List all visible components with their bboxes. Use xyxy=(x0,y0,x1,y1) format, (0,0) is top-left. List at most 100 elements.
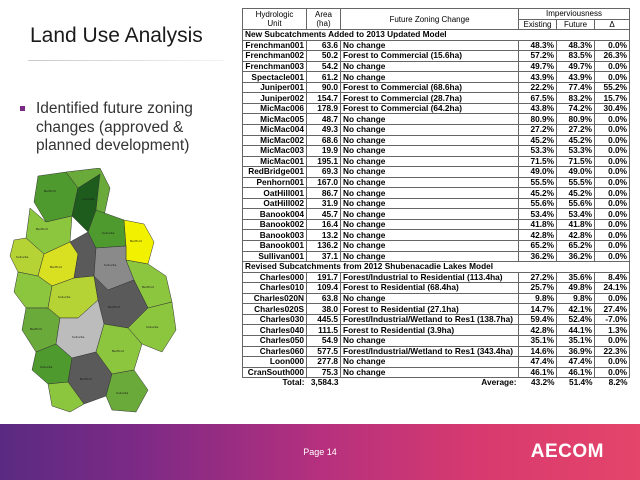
cell-unit: MicMac005 xyxy=(242,113,307,125)
average-label: Average: xyxy=(481,377,517,388)
cell-future: 65.2% xyxy=(556,240,595,252)
cell-delta: 22.3% xyxy=(594,345,630,358)
table-row: OatHill001 86.7 No change 45.2% 45.2% 0.0% xyxy=(242,187,630,199)
cell-delta: 0.0% xyxy=(594,187,630,199)
cell-area: 54.2 xyxy=(306,60,341,73)
cell-unit: Charles000 xyxy=(242,271,307,284)
table-header: Hydrologic Unit Area (ha) Future Zoning Ch… xyxy=(242,7,630,31)
svg-text:Bedford: Bedford xyxy=(130,239,142,243)
svg-text:Suburbs: Suburbs xyxy=(104,263,117,267)
cell-future: 45.2% xyxy=(556,187,595,199)
map-labels: Bedford Suburbs Bedford Suburbs Bedford … xyxy=(16,189,159,395)
cell-change: No change xyxy=(340,240,519,252)
svg-text:Bedford: Bedford xyxy=(50,265,62,269)
cell-unit: Charles020S xyxy=(242,303,307,315)
cell-existing: 42.8% xyxy=(518,229,557,242)
cell-delta: 0.0% xyxy=(594,176,630,189)
cell-delta: 0.0% xyxy=(594,145,630,157)
cell-delta: 8.4% xyxy=(594,271,630,284)
cell-delta: 55.2% xyxy=(594,81,630,94)
cell-area: 86.7 xyxy=(306,187,341,199)
cell-delta: 0.0% xyxy=(594,334,630,347)
cell-existing: 53.3% xyxy=(518,145,557,157)
cell-area: 63.8 xyxy=(306,292,341,305)
table-row: Penhorn001 167.0 No change 55.5% 55.5% 0.0% xyxy=(242,176,630,189)
cell-existing: 49.7% xyxy=(518,60,557,73)
cell-future: 49.7% xyxy=(556,60,595,73)
table-row: Juniper001 90.0 Forest to Commercial (68.6… xyxy=(242,81,630,94)
cell-area: 136.2 xyxy=(306,240,341,252)
cell-unit: Frenchman002 xyxy=(242,50,307,62)
svg-text:Bedford: Bedford xyxy=(112,349,124,353)
cell-future: 46.1% xyxy=(556,366,595,379)
cell-area: 154.7 xyxy=(306,92,341,104)
cell-area: 75.3 xyxy=(306,366,341,379)
cell-unit: Charles010 xyxy=(242,282,307,294)
cell-unit: MicMac003 xyxy=(242,145,307,157)
cell-unit: MicMac001 xyxy=(242,155,307,168)
cell-future: 27.2% xyxy=(556,124,595,136)
svg-text:Bedford: Bedford xyxy=(44,189,56,193)
cell-unit: RedBridge001 xyxy=(242,166,307,178)
section-title: Revised Subcatchments from 2012 Shubenac… xyxy=(242,261,630,273)
cell-delta: 0.0% xyxy=(594,240,630,252)
cell-future: 42.8% xyxy=(556,229,595,242)
header-delta: Δ xyxy=(594,18,630,31)
cell-unit: Frenchman003 xyxy=(242,60,307,73)
bullet-text-block: Identified future zoning changes (approv… xyxy=(20,100,236,156)
cell-delta: 0.0% xyxy=(594,229,630,242)
table-row: MicMac005 48.7 No change 80.9% 80.9% 0.0% xyxy=(242,113,630,125)
svg-text:Suburbs: Suburbs xyxy=(40,365,53,369)
header-change: Future Zoning Change xyxy=(340,7,519,31)
table-row: Frenchman002 50.2 Forest to Commercial (15… xyxy=(242,50,630,62)
cell-change: Forest to Residential (3.9ha) xyxy=(340,324,519,336)
cell-future: 36.9% xyxy=(556,345,595,358)
cell-change: Forest to Commercial (28.7ha) xyxy=(340,92,519,104)
cell-delta: 0.0% xyxy=(594,356,630,368)
cell-unit: Banook002 xyxy=(242,218,307,231)
cell-change: Forest to Commercial (15.6ha) xyxy=(340,50,519,62)
cell-existing: 14.7% xyxy=(518,303,557,315)
cell-existing: 71.5% xyxy=(518,155,557,168)
table-row: CranSouth000 75.3 No change 46.1% 46.1% 0.0% xyxy=(242,366,630,379)
svg-text:Suburbs: Suburbs xyxy=(72,335,85,339)
cell-area: 38.0 xyxy=(306,303,341,315)
cell-existing: 22.2% xyxy=(518,81,557,94)
svg-text:Suburbs: Suburbs xyxy=(146,325,159,329)
cell-delta: 0.0% xyxy=(594,60,630,73)
imperviousness-table: Hydrologic Unit Area (ha) Future Zoning Ch… xyxy=(242,7,630,388)
cell-future: 44.1% xyxy=(556,324,595,336)
cell-existing: 47.4% xyxy=(518,356,557,368)
cell-future: 55.6% xyxy=(556,197,595,210)
total-label: Total: xyxy=(282,377,305,388)
cell-existing: 48.3% xyxy=(518,39,557,52)
table-body: New Subcatchments Added to 2013 Updated … xyxy=(242,29,630,388)
cell-future: 80.9% xyxy=(556,113,595,125)
cell-unit: Charles040 xyxy=(242,324,307,336)
cell-future: 48.3% xyxy=(556,39,595,52)
cell-existing: 25.7% xyxy=(518,282,557,294)
cell-area: 37.1 xyxy=(306,250,341,263)
svg-text:Bedford: Bedford xyxy=(30,327,42,331)
table-row: Banook003 13.2 No change 42.8% 42.8% 0.0% xyxy=(242,229,630,242)
map-zone xyxy=(105,369,149,413)
svg-text:Suburbs: Suburbs xyxy=(82,197,95,201)
svg-text:Bedford: Bedford xyxy=(80,377,92,381)
cell-future: 9.8% xyxy=(556,292,595,305)
cell-existing: 65.2% xyxy=(518,240,557,252)
cell-future: 35.6% xyxy=(556,271,595,284)
average-future: 51.4% xyxy=(568,377,593,388)
cell-delta: 24.1% xyxy=(594,282,630,294)
header-unit: Hydrologic Unit xyxy=(242,7,307,31)
cell-change: No change xyxy=(340,155,519,168)
cell-area: 31.9 xyxy=(306,197,341,210)
cell-existing: 53.4% xyxy=(518,208,557,220)
cell-delta: 0.0% xyxy=(594,134,630,147)
cell-unit: Juniper002 xyxy=(242,92,307,104)
total-row: Total: 3,584.3 Average: 43.2% 51.4% 8.2% xyxy=(243,378,630,388)
cell-area: 16.4 xyxy=(306,218,341,231)
cell-existing: 80.9% xyxy=(518,113,557,125)
cell-delta: 30.4% xyxy=(594,102,630,115)
table-row: MicMac002 68.6 No change 45.2% 45.2% 0.0% xyxy=(242,134,630,147)
table-row: Charles020N 63.8 No change 9.8% 9.8% 0.0% xyxy=(242,292,630,305)
